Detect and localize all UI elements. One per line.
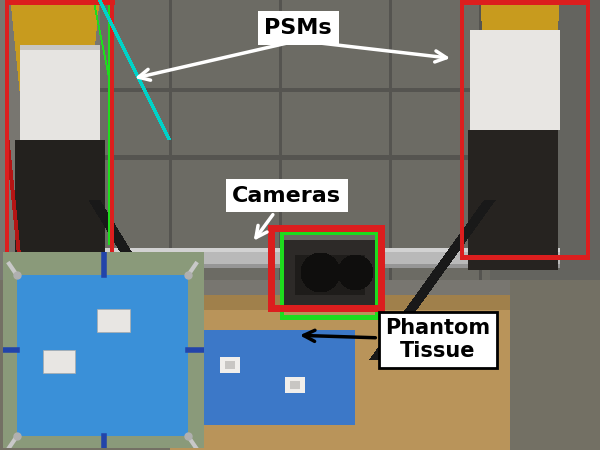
Text: Phantom
Tissue: Phantom Tissue — [304, 318, 491, 361]
Text: PSMs: PSMs — [265, 18, 332, 38]
FancyBboxPatch shape — [43, 350, 76, 374]
FancyBboxPatch shape — [97, 309, 130, 332]
FancyBboxPatch shape — [17, 275, 188, 436]
Text: Cameras: Cameras — [232, 186, 341, 238]
